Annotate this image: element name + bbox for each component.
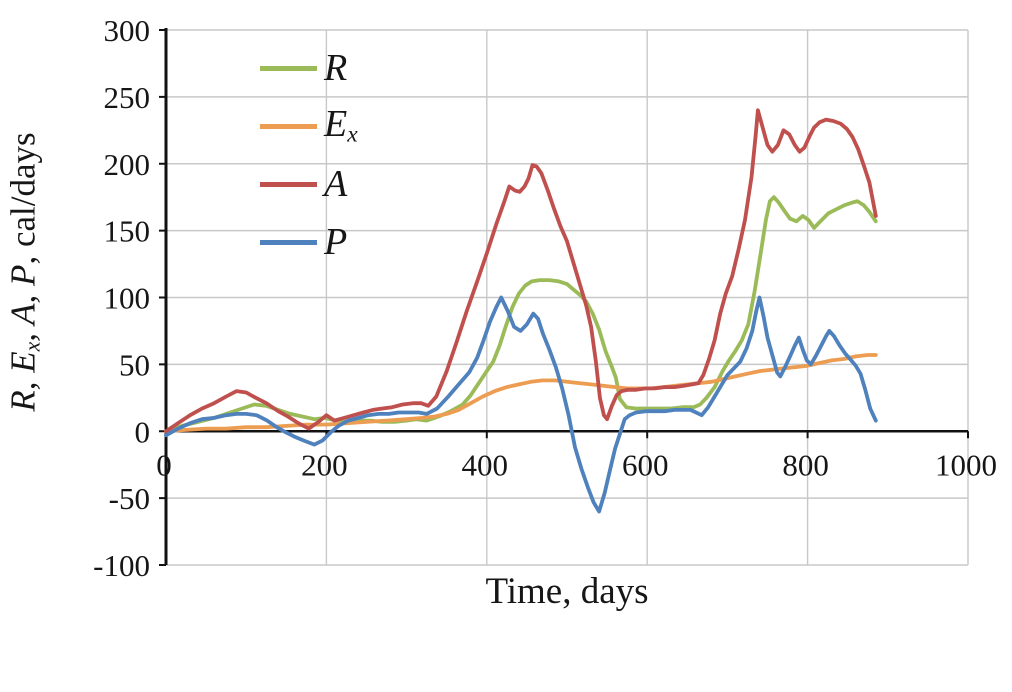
y-axis-title-part: , [3,324,43,342]
x-axis-title: Time, days [485,571,649,612]
x-tick-label: 400 [462,447,509,482]
series-line-Ex [164,353,878,434]
legend-label-Ex: Ex [324,102,358,148]
y-axis-title-part: , [3,285,43,304]
y-tick-label: 150 [104,214,151,249]
y-axis-title: R, Ex, A, P, cal/days [3,132,50,412]
legend-item-Ex: Ex [260,97,358,155]
x-tick-label: 800 [782,447,829,482]
legend-item-A: A [260,155,358,213]
legend-label-A: A [324,163,348,205]
x-tick-label: 200 [301,447,348,482]
series-line-A [164,108,878,434]
y-axis-title-part: R [3,390,43,412]
legend-label-R: R [324,47,348,89]
y-tick-label: 100 [104,281,151,316]
legend-label-P: P [324,221,348,263]
series-line-P [164,295,878,514]
y-tick-label: -50 [109,481,150,516]
legend-swatch-R [260,65,317,71]
y-tick-label: 200 [104,147,151,182]
y-axis-title-part: P [3,264,43,286]
y-axis-title-part: , cal/days [3,132,43,265]
x-tick-label: 600 [622,447,669,482]
legend-swatch-A [260,181,317,187]
legend-label-subscript: x [347,121,358,148]
y-tick-label: 300 [104,13,151,48]
x-tick-label: 0 [156,447,172,482]
y-axis-title-part: x [20,341,45,352]
legend-swatch-Ex [260,123,317,129]
y-axis-title-part: E [3,351,43,373]
y-tick-label: 50 [119,347,150,382]
legend: R Ex A P [260,39,358,271]
x-tick-label: 1000 [935,447,997,482]
y-tick-label: 0 [135,414,151,449]
legend-item-P: P [260,213,358,271]
y-axis-title-part: A [3,303,43,325]
y-tick-label: -100 [93,548,150,583]
legend-item-R: R [260,39,358,97]
legend-swatch-P [260,239,317,245]
y-axis-title-part: , [3,372,43,391]
y-tick-label: 250 [104,80,151,115]
